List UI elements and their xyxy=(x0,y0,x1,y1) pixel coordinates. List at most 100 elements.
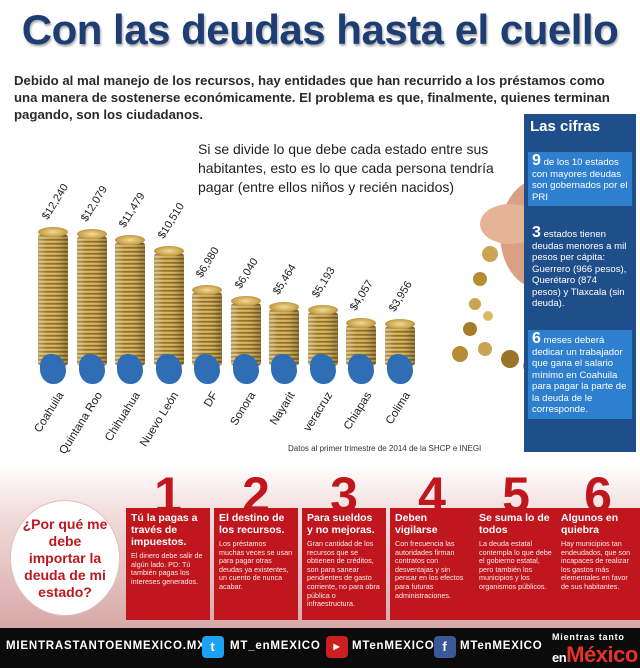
coin-stack-top xyxy=(307,305,338,315)
reason-3-heading: Para sueldos y no mejoras. xyxy=(307,512,375,536)
reason-6-body: Hay municipios tan endeudados, que son i… xyxy=(561,539,631,591)
state-map-icon-2 xyxy=(78,354,105,384)
reason-5-heading: Se suma lo de todos xyxy=(479,512,550,536)
coin-stack-2 xyxy=(76,229,107,368)
cifra-3-text: meses deberá dedicar un trabajador que g… xyxy=(532,335,627,415)
coin-stack-6 xyxy=(230,296,261,368)
cifra-item-2: 3 estados tienen deudas menores a mil pe… xyxy=(528,224,632,313)
state-label-6: Sonora xyxy=(228,390,259,428)
coin-stack-9 xyxy=(346,318,376,368)
cifra-1-text: de los 10 estados con mayores deudas son… xyxy=(532,157,628,203)
coin-stack-top xyxy=(76,229,107,239)
brand-mexico: México xyxy=(566,642,638,667)
state-label-10: Colima xyxy=(383,390,413,427)
state-map-icon-1 xyxy=(40,354,66,384)
value-label-5: $6,980 xyxy=(193,245,222,280)
coin-stack-10 xyxy=(384,319,415,368)
state-label-7: Nayarit xyxy=(267,390,298,428)
state-map-icon-4 xyxy=(155,354,182,384)
coin-stack-4 xyxy=(153,246,184,368)
reason-2: 2 El destino de los recursos. Los présta… xyxy=(214,470,298,620)
reason-4: 4 Deben vigilarse Con frecuencia las aut… xyxy=(390,470,474,620)
reason-2-heading: El destino de los recursos. xyxy=(219,512,285,536)
footer-bar: MIENTRASTANTOENMEXICO.MX t MT_enMEXICO ▶… xyxy=(0,628,640,668)
reason-4-card: Deben vigilarse Con frecuencia las autor… xyxy=(390,508,474,620)
reason-5-body: La deuda estatal contempla lo que debe e… xyxy=(479,539,552,591)
coin-stack-top xyxy=(346,318,376,328)
facebook-icon[interactable]: f xyxy=(434,636,456,658)
why-question-bubble: ¿Por qué me debe importar la deuda de mi… xyxy=(10,500,120,616)
coin-stack-top xyxy=(230,296,261,306)
state-map-icon-7 xyxy=(271,354,297,384)
reason-4-body: Con frecuencia las autoridades firman co… xyxy=(395,539,464,600)
state-label-2: Quintana Roo xyxy=(56,390,105,457)
cifra-2-number: 3 xyxy=(532,224,541,241)
brand-en: en xyxy=(552,650,567,665)
cifra-item-1: 9 de los 10 estados con mayores deudas s… xyxy=(528,152,632,206)
intro-text: Debido al mal manejo de los recursos, ha… xyxy=(14,73,610,122)
coin-stack-top xyxy=(38,227,68,237)
page-title: Con las deudas hasta el cuello xyxy=(21,6,619,53)
twitter-icon[interactable]: t xyxy=(202,636,224,658)
coin-stack-top xyxy=(115,235,145,245)
state-label-1: Coahuila xyxy=(31,390,67,435)
youtube-icon[interactable]: ▶ xyxy=(326,636,348,658)
reason-5-card: Se suma lo de todos La deuda estatal con… xyxy=(474,508,558,620)
state-label-5: DF xyxy=(201,390,221,410)
coin-stack-top xyxy=(269,302,299,312)
reason-4-heading: Deben vigilarse xyxy=(395,512,438,536)
reason-6-card: Algunos en quiebra Hay municipios tan en… xyxy=(556,508,640,620)
coin-stack-top xyxy=(384,319,415,329)
coin-stack-body xyxy=(38,232,68,368)
value-label-10: $3,956 xyxy=(386,279,415,314)
coin-stack-body xyxy=(269,307,299,368)
value-label-7: $5,464 xyxy=(270,262,299,297)
reason-5: 5 Se suma lo de todos La deuda estatal c… xyxy=(474,470,558,620)
state-label-3: Chihuahua xyxy=(103,390,144,444)
coin-stack-8 xyxy=(307,305,338,368)
state-label-8: veracruz xyxy=(302,390,336,434)
cifra-3-number: 6 xyxy=(532,330,541,347)
brand-logo: enMéxico xyxy=(552,642,638,668)
chart-source: Datos al primer trimestre de 2014 de la … xyxy=(288,444,482,453)
value-label-2: $12,079 xyxy=(78,183,110,224)
value-label-8: $5,193 xyxy=(309,265,338,300)
coin-stack-7 xyxy=(269,302,299,368)
cifras-title: Las cifras xyxy=(530,118,601,135)
state-map-icon-5 xyxy=(194,354,220,384)
cifra-2-text: estados tienen deudas menores a mil peso… xyxy=(532,229,627,309)
value-label-1: $12,240 xyxy=(39,181,72,222)
state-map-icon-8 xyxy=(309,354,336,384)
reason-2-body: Los préstamos muchas veces se usan para … xyxy=(219,539,293,591)
coin-stack-body xyxy=(230,301,261,368)
coin-stack-body xyxy=(384,324,415,368)
coin-stack-body xyxy=(115,240,145,368)
reason-3-body: Gran cantidad de los recursos que se obt… xyxy=(307,539,380,609)
state-label-9: Chiapas xyxy=(341,390,375,433)
reason-1-heading: Tú la pagas a través de impuestos. xyxy=(131,512,198,548)
footer-facebook-handle[interactable]: MTenMEXICO xyxy=(460,640,543,652)
coin-stack-top xyxy=(192,285,222,295)
footer-youtube-handle[interactable]: MTenMEXICO xyxy=(352,640,435,652)
cifras-panel: Las cifras 9 de los 10 estados con mayor… xyxy=(524,114,636,452)
value-label-6: $6,040 xyxy=(232,256,261,291)
footer-site-link[interactable]: MIENTRASTANTOENMEXICO.MX xyxy=(6,640,206,652)
brand-tagline: Mientras tanto xyxy=(552,632,625,642)
reason-2-card: El destino de los recursos. Los préstamo… xyxy=(214,508,298,620)
coin-stack-body xyxy=(346,323,376,368)
coin-stack-body xyxy=(76,234,107,368)
reason-1-card: Tú la pagas a través de impuestos. El di… xyxy=(126,508,210,620)
cifra-item-3: 6 meses deberá dedicar un trabajador que… xyxy=(528,330,632,419)
reason-6: 6 Algunos en quiebra Hay municipios tan … xyxy=(556,470,640,620)
reason-3: 3 Para sueldos y no mejoras. Gran cantid… xyxy=(302,470,386,620)
reason-3-card: Para sueldos y no mejoras. Gran cantidad… xyxy=(302,508,386,620)
value-label-9: $4,057 xyxy=(347,278,376,313)
value-label-3: $11,479 xyxy=(116,190,148,230)
footer-twitter-handle[interactable]: MT_enMEXICO xyxy=(230,640,321,652)
coin-stack-body xyxy=(153,251,184,368)
state-map-icon-3 xyxy=(117,354,143,384)
coin-stack-body xyxy=(307,310,338,368)
value-label-4: $10,510 xyxy=(155,200,187,241)
cifra-1-number: 9 xyxy=(532,152,541,169)
reason-1-body: El dinero debe salir de algún lado. PD: … xyxy=(131,551,203,586)
